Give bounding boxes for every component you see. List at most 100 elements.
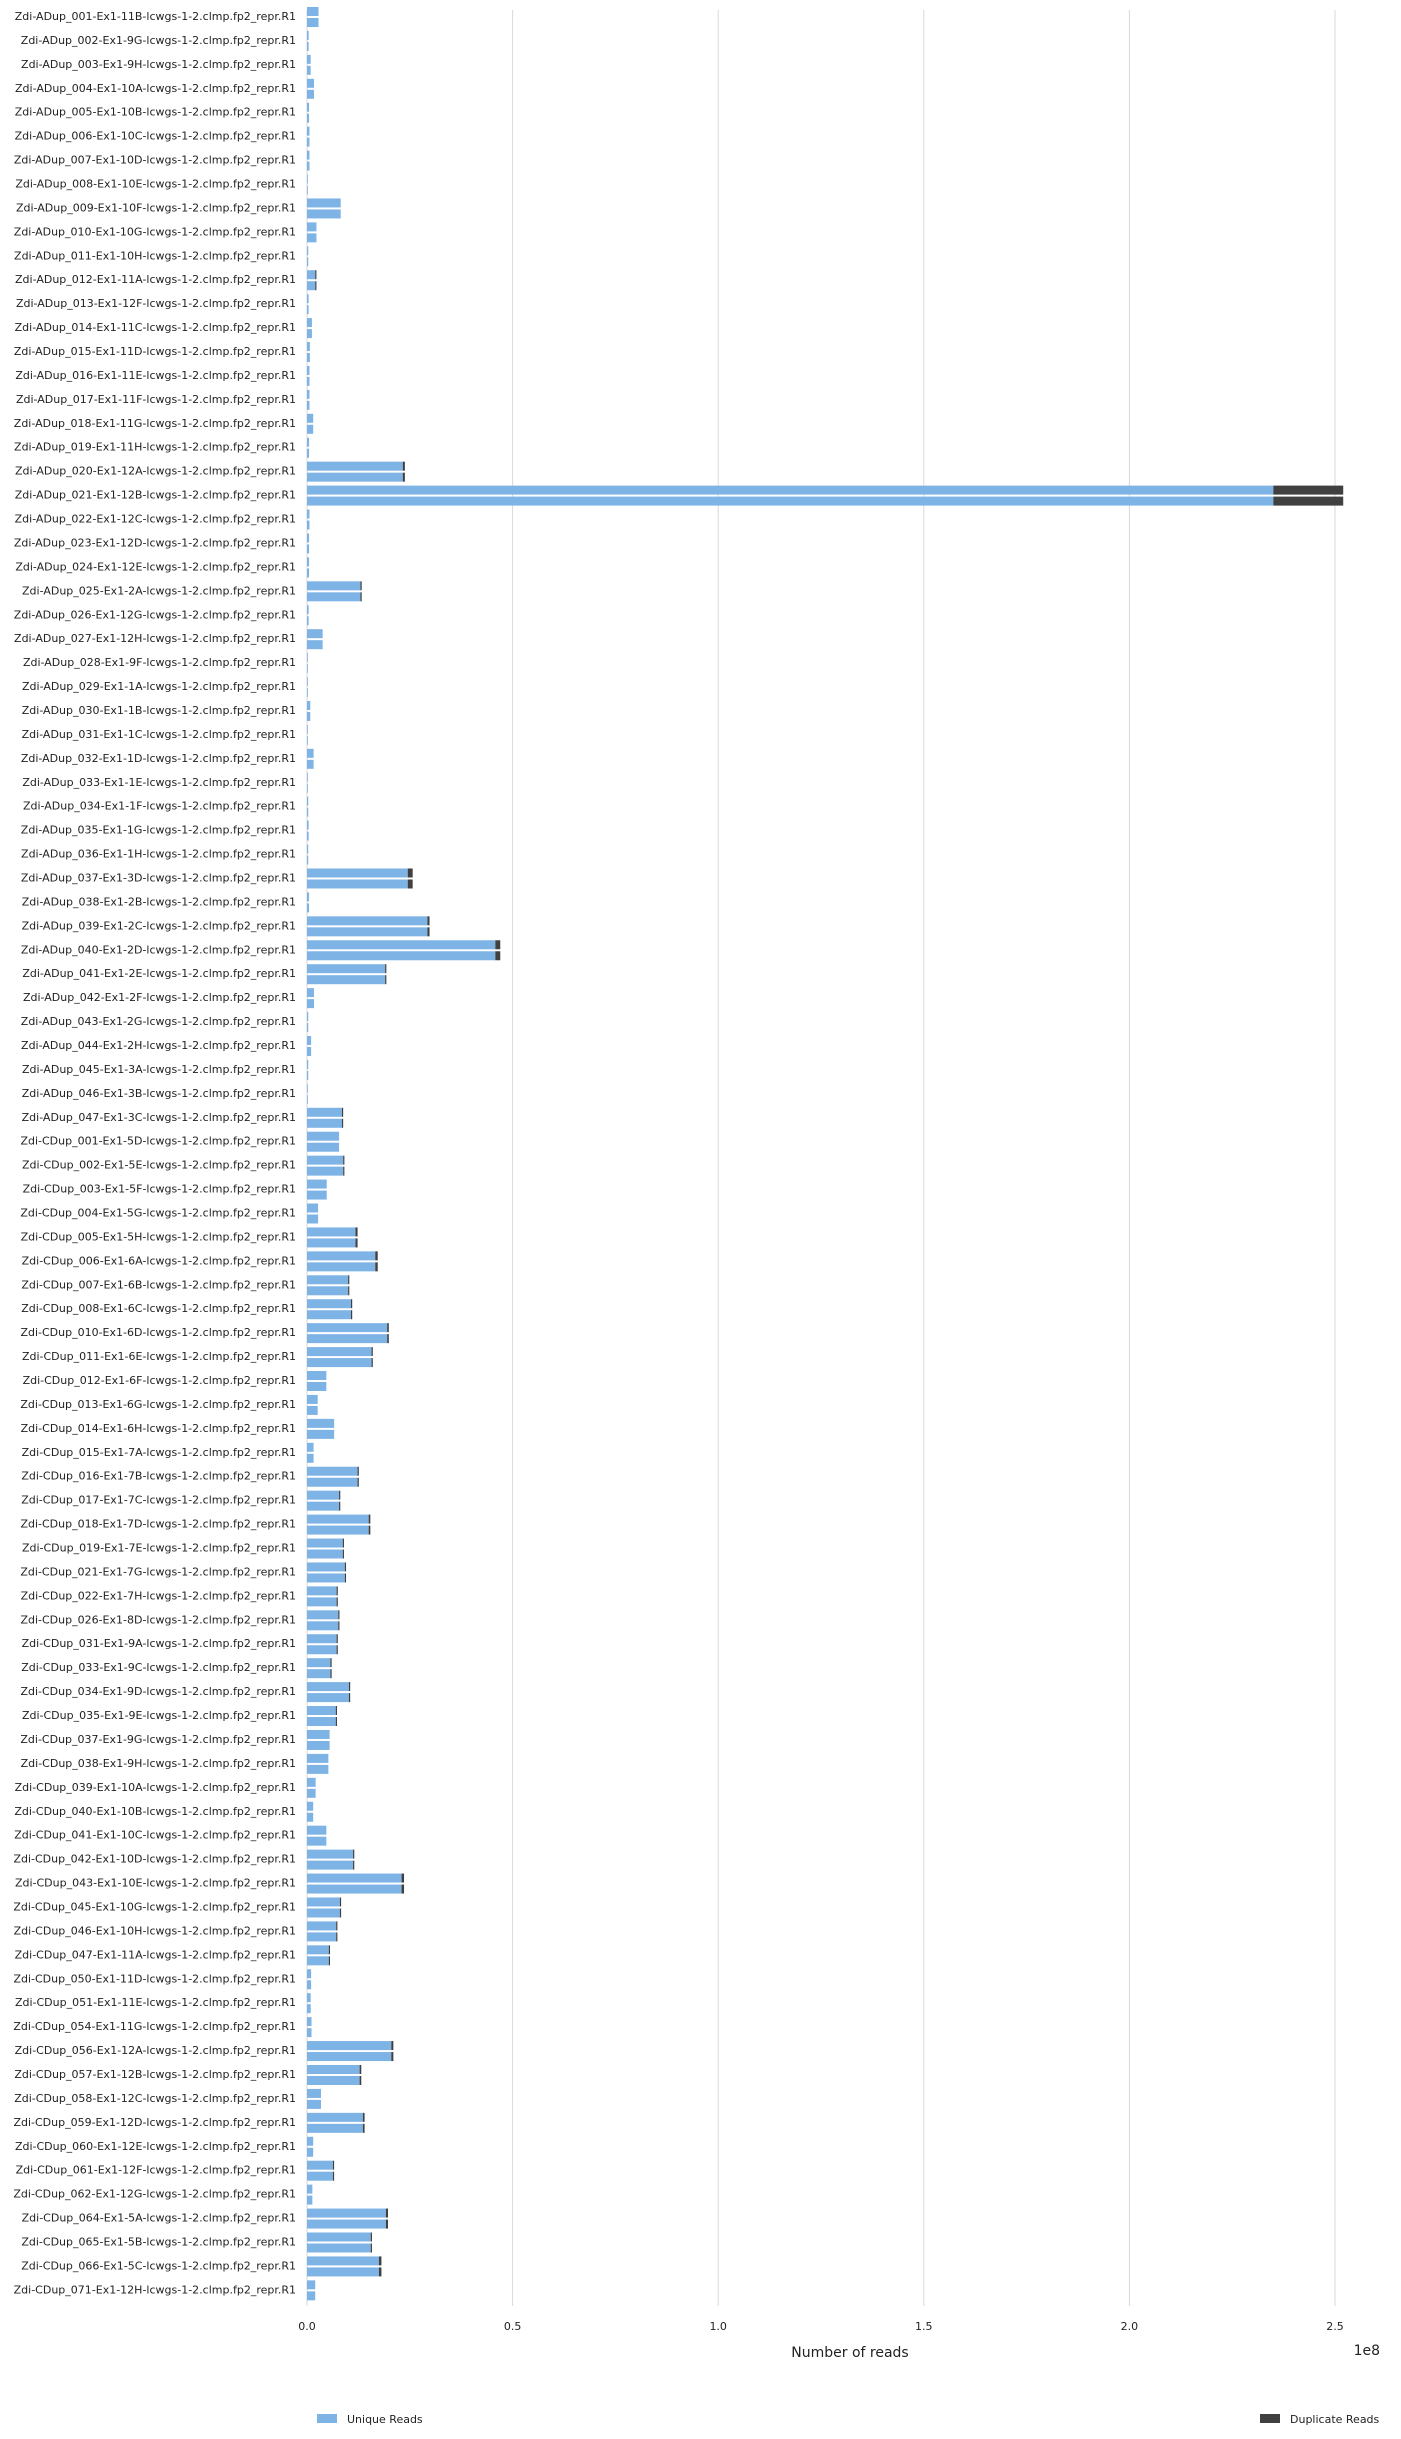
duplicate-reads-bar: [336, 1932, 338, 1942]
unique-reads-bar: [307, 318, 312, 328]
unique-reads-bar: [307, 629, 323, 639]
unique-reads-bar: [307, 2160, 333, 2170]
unique-reads-bar: [307, 1394, 318, 1404]
unique-reads-bar: [307, 30, 309, 40]
category-label: Zdi-CDup_037-Ex1-9G-lcwgs-1-2.clmp.fp2_r…: [20, 1733, 296, 1746]
unique-reads-bar: [307, 640, 323, 650]
category-label: Zdi-CDup_051-Ex1-11E-lcwgs-1-2.clmp.fp2_…: [15, 1996, 296, 2009]
unique-reads-bar: [307, 294, 309, 304]
unique-reads-bar: [307, 389, 310, 399]
duplicate-reads-bar: [350, 1310, 353, 1320]
unique-reads-bar: [307, 1477, 358, 1487]
unique-reads-bar: [307, 1310, 351, 1320]
duplicate-reads-bar: [375, 1262, 378, 1272]
duplicate-reads-bar: [401, 1884, 405, 1894]
category-label: Zdi-ADup_031-Ex1-1C-lcwgs-1-2.clmp.fp2_r…: [22, 728, 296, 741]
legend-swatch-unique: [317, 2414, 337, 2423]
duplicate-reads-bar: [357, 1477, 359, 1487]
duplicate-reads-bar: [378, 2256, 382, 2266]
unique-reads-bar: [307, 2112, 363, 2122]
category-label: Zdi-ADup_037-Ex1-3D-lcwgs-1-2.clmp.fp2_r…: [21, 871, 296, 884]
unique-reads-bar: [307, 1610, 339, 1620]
unique-reads-bar: [307, 1812, 314, 1822]
duplicate-reads-bar: [427, 927, 430, 937]
unique-reads-bar: [307, 1035, 312, 1045]
category-label: Zdi-ADup_005-Ex1-10B-lcwgs-1-2.clmp.fp2_…: [15, 106, 296, 119]
unique-reads-bar: [307, 520, 310, 530]
unique-reads-bar: [307, 2064, 360, 2074]
category-label: Zdi-CDup_061-Ex1-12F-lcwgs-1-2.clmp.fp2_…: [16, 2164, 296, 2177]
unique-reads-bar: [307, 1251, 376, 1261]
unique-reads-bar: [307, 1921, 337, 1931]
unique-reads-bar: [307, 1429, 335, 1439]
duplicate-reads-bar: [378, 2267, 382, 2277]
duplicate-reads-bar: [370, 2243, 372, 2253]
category-label: Zdi-ADup_043-Ex1-2G-lcwgs-1-2.clmp.fp2_r…: [21, 1015, 296, 1028]
unique-reads-bar: [307, 1179, 327, 1189]
unique-reads-bar: [307, 461, 403, 471]
unique-reads-bar: [307, 1238, 356, 1248]
unique-reads-bar: [307, 2291, 316, 2301]
duplicate-reads-bar: [335, 1706, 337, 1716]
category-label: Zdi-ADup_006-Ex1-10C-lcwgs-1-2.clmp.fp2_…: [15, 130, 296, 143]
unique-reads-bar: [307, 424, 314, 434]
duplicate-reads-bar: [341, 1107, 344, 1117]
category-label: Zdi-ADup_008-Ex1-10E-lcwgs-1-2.clmp.fp2_…: [15, 178, 296, 191]
unique-reads-bar: [307, 2147, 314, 2157]
unique-reads-bar: [307, 2099, 321, 2109]
category-label: Zdi-ADup_023-Ex1-12D-lcwgs-1-2.clmp.fp2_…: [14, 536, 296, 549]
category-label: Zdi-ADup_035-Ex1-1G-lcwgs-1-2.clmp.fp2_r…: [21, 824, 296, 837]
unique-reads-bar: [307, 1166, 344, 1176]
unique-reads-bar: [307, 844, 309, 854]
category-label: Zdi-ADup_032-Ex1-1D-lcwgs-1-2.clmp.fp2_r…: [21, 752, 296, 765]
category-label: Zdi-ADup_017-Ex1-11F-lcwgs-1-2.clmp.fp2_…: [16, 393, 296, 406]
category-label: Zdi-CDup_016-Ex1-7B-lcwgs-1-2.clmp.fp2_r…: [21, 1470, 296, 1483]
unique-reads-bar: [307, 1693, 349, 1703]
duplicate-reads-bar: [495, 951, 501, 961]
duplicate-reads-bar: [353, 1849, 355, 1859]
unique-reads-bar: [307, 892, 310, 902]
category-label: Zdi-ADup_033-Ex1-1E-lcwgs-1-2.clmp.fp2_r…: [22, 776, 296, 789]
unique-reads-bar: [307, 1634, 337, 1644]
unique-reads-bar: [307, 711, 311, 721]
category-label: Zdi-ADup_015-Ex1-11D-lcwgs-1-2.clmp.fp2_…: [14, 345, 296, 358]
unique-reads-bar: [307, 1729, 330, 1739]
duplicate-reads-bar: [385, 964, 387, 974]
unique-reads-bar: [307, 1453, 314, 1463]
unique-reads-bar: [307, 1442, 314, 1452]
unique-reads-bar: [307, 1777, 316, 1787]
unique-reads-bar: [307, 1956, 329, 1966]
unique-reads-bar: [307, 1836, 327, 1846]
category-label: Zdi-CDup_058-Ex1-12C-lcwgs-1-2.clmp.fp2_…: [14, 2092, 296, 2105]
unique-reads-bar: [307, 1094, 308, 1104]
unique-reads-bar: [307, 700, 311, 710]
unique-reads-bar: [307, 927, 428, 937]
unique-reads-bar: [307, 868, 408, 878]
unique-reads-bar: [307, 1286, 349, 1296]
duplicate-reads-bar: [336, 1586, 338, 1596]
unique-reads-bar: [307, 1070, 309, 1080]
unique-reads-bar: [307, 233, 317, 243]
unique-reads-bar: [307, 1023, 309, 1033]
category-label: Zdi-ADup_044-Ex1-2H-lcwgs-1-2.clmp.fp2_r…: [21, 1039, 296, 1052]
category-label: Zdi-CDup_014-Ex1-6H-lcwgs-1-2.clmp.fp2_r…: [21, 1422, 296, 1435]
unique-reads-bar: [307, 198, 341, 208]
category-label: Zdi-CDup_043-Ex1-10E-lcwgs-1-2.clmp.fp2_…: [15, 1877, 296, 1890]
duplicate-reads-bar: [348, 1275, 350, 1285]
unique-reads-bar: [307, 329, 312, 339]
category-label: Zdi-ADup_007-Ex1-10D-lcwgs-1-2.clmp.fp2_…: [14, 154, 296, 167]
unique-reads-bar: [307, 592, 361, 602]
category-label: Zdi-CDup_054-Ex1-11G-lcwgs-1-2.clmp.fp2_…: [13, 2020, 296, 2033]
duplicate-reads-bar: [342, 1538, 344, 1548]
unique-reads-bar: [307, 270, 316, 280]
unique-reads-bar: [307, 759, 314, 769]
grid-lines: [306, 10, 1336, 2306]
unique-reads-bar: [307, 257, 309, 267]
unique-reads-bar: [307, 1083, 308, 1093]
unique-reads-bar: [307, 1740, 330, 1750]
unique-reads-bar: [307, 1107, 342, 1117]
unique-reads-bar: [307, 222, 317, 232]
category-label: Zdi-ADup_024-Ex1-12E-lcwgs-1-2.clmp.fp2_…: [15, 560, 296, 573]
category-label: Zdi-CDup_035-Ex1-9E-lcwgs-1-2.clmp.fp2_r…: [22, 1709, 296, 1722]
duplicate-reads-bar: [359, 2075, 362, 2085]
